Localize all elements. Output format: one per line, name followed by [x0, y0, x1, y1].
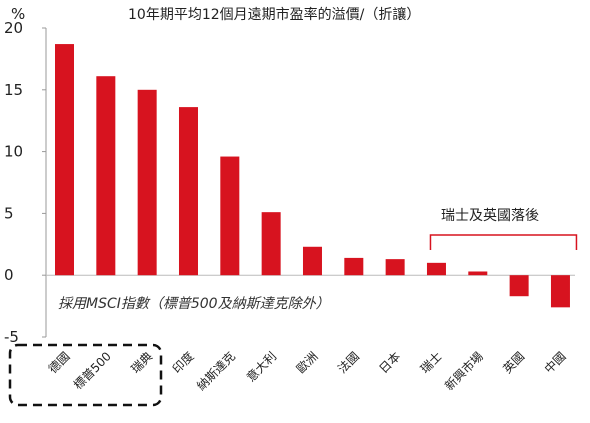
bar — [468, 271, 488, 276]
y-tick-label: 10 — [4, 143, 23, 161]
x-tick-label: 印度 — [169, 349, 197, 377]
bracket-label: 瑞士及英國落後 — [441, 207, 539, 224]
bar — [302, 246, 322, 276]
bar — [96, 76, 116, 276]
y-tick-label: 20 — [4, 19, 23, 37]
x-tick-label: 歐洲 — [293, 349, 321, 377]
x-tick-label: 日本 — [376, 349, 403, 376]
x-tick-label: 瑞典 — [128, 349, 155, 376]
index-annotation: 採用MSCI指數（標普500及納斯達克除外） — [58, 296, 330, 312]
highlight-box — [8, 343, 163, 407]
bracket-switzerland-uk — [429, 234, 578, 250]
bar — [220, 156, 240, 276]
bar — [385, 259, 405, 276]
y-tick-label: 5 — [4, 204, 14, 222]
bar — [426, 262, 446, 276]
y-tick-label: -5 — [4, 328, 19, 346]
y-tick-label: 0 — [4, 266, 14, 284]
y-unit-label: % — [11, 5, 25, 23]
chart-title: 10年期平均12個月遠期市盈率的溢價/（折讓） — [128, 6, 420, 23]
bar — [178, 107, 198, 276]
x-tick-label: 納斯達克 — [194, 349, 238, 393]
x-tick-label: 意大利 — [243, 349, 279, 385]
x-tick-label: 德國 — [45, 349, 73, 377]
x-tick-label: 中國 — [541, 349, 569, 377]
bar — [55, 44, 74, 276]
y-tick-label: 15 — [4, 81, 23, 99]
bar — [509, 275, 529, 297]
x-tick-label: 瑞士 — [418, 349, 445, 376]
bar — [344, 257, 364, 276]
x-tick-label: 標普500 — [71, 349, 114, 392]
x-tick-label: 英國 — [500, 349, 527, 376]
bar — [550, 275, 570, 308]
bars — [55, 44, 570, 308]
x-tick-label: 法國 — [335, 349, 362, 376]
x-tick-label: 新興市場 — [441, 349, 486, 394]
bar — [261, 212, 281, 276]
y-axis-ticks: -5 0 5 10 15 20 — [4, 19, 46, 346]
bar — [137, 89, 157, 276]
